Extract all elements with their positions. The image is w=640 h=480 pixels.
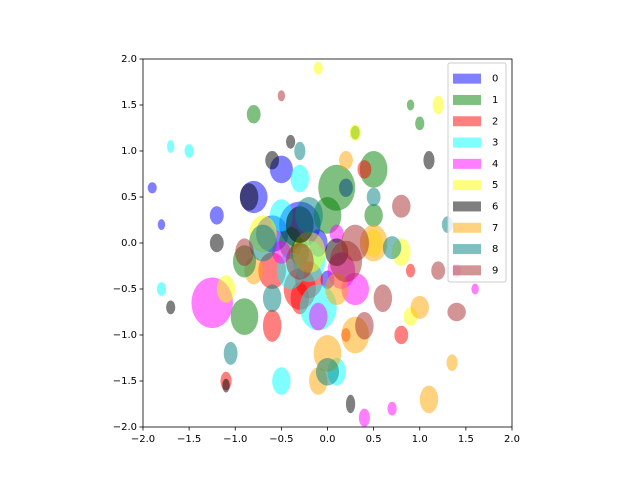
- y-tick-label: 0.5: [121, 192, 137, 203]
- legend-label: 2: [492, 116, 498, 127]
- ellipse: [166, 139, 175, 153]
- legend-swatch: [453, 244, 481, 255]
- legend-swatch: [453, 265, 481, 276]
- ellipse: [382, 236, 402, 260]
- legend-label: 1: [492, 95, 498, 106]
- ellipse: [410, 295, 429, 319]
- y-tick-label: 0.0: [121, 238, 137, 249]
- ellipse: [249, 224, 277, 262]
- y-tick-label: 1.5: [121, 100, 137, 111]
- legend: 0 1 2 3 4 5 6 7 8 9: [447, 62, 507, 283]
- ellipse: [223, 341, 238, 365]
- x-tick-label: −2.0: [131, 434, 155, 445]
- x-tick-label: 1.0: [412, 434, 428, 445]
- ellipse: [272, 240, 291, 264]
- legend-swatch: [453, 73, 481, 84]
- ellipse: [184, 144, 194, 158]
- plot-area: [147, 61, 479, 427]
- ellipse: [313, 61, 323, 75]
- x-tick-label: −1.0: [223, 434, 247, 445]
- ellipse: [329, 224, 344, 243]
- x-tick-label: −1.5: [177, 434, 201, 445]
- ellipse: [355, 312, 374, 340]
- ellipse: [262, 284, 282, 313]
- x-tick-label: 1.5: [458, 434, 474, 445]
- x-tick-label: −0.5: [269, 434, 293, 445]
- ellipse: [157, 219, 166, 231]
- ellipse: [357, 160, 372, 179]
- ellipse: [364, 203, 383, 227]
- ellipse: [216, 275, 236, 303]
- ellipse: [431, 261, 446, 280]
- ellipse: [294, 141, 306, 161]
- ellipse: [415, 116, 425, 131]
- ellipse: [406, 99, 415, 111]
- x-tick-label: 0.5: [366, 434, 382, 445]
- legend-swatch: [453, 180, 481, 191]
- ellipse: [222, 378, 230, 393]
- ellipse: [262, 309, 282, 342]
- legend-label: 4: [492, 159, 498, 170]
- ellipse: [246, 105, 261, 124]
- ellipse: [285, 134, 296, 149]
- ellipse: [156, 282, 167, 296]
- ellipse: [447, 302, 466, 322]
- y-tick-label: −2.0: [113, 422, 137, 433]
- ellipse: [235, 238, 254, 266]
- ellipse: [272, 367, 291, 395]
- ellipse: [277, 90, 286, 102]
- y-tick-label: 1.0: [121, 146, 137, 157]
- ellipse: [359, 151, 388, 188]
- ellipse: [315, 358, 340, 386]
- ellipse: [209, 206, 224, 225]
- ellipse: [209, 233, 224, 253]
- legend-label: 5: [492, 180, 498, 191]
- ellipse: [446, 354, 458, 371]
- ellipse: [339, 151, 353, 170]
- ellipse: [392, 194, 411, 218]
- legend-swatch: [453, 137, 481, 148]
- legend-swatch: [453, 94, 481, 105]
- ellipse: [419, 385, 439, 414]
- legend-swatch: [453, 201, 481, 212]
- y-tick-label: −1.5: [113, 376, 137, 387]
- legend-label: 8: [492, 244, 498, 255]
- ellipse: [295, 197, 323, 234]
- ellipse: [265, 151, 280, 170]
- legend-label: 6: [492, 201, 498, 212]
- ellipse: [358, 408, 370, 427]
- legend-swatch: [453, 222, 481, 233]
- ellipse: [147, 182, 157, 194]
- ellipse: [230, 298, 259, 335]
- ellipse: [387, 401, 397, 416]
- legend-label: 0: [492, 74, 498, 85]
- ellipse: [239, 183, 259, 211]
- legend-label: 9: [492, 265, 498, 276]
- ellipse: [345, 394, 356, 414]
- ellipse: [166, 300, 176, 315]
- ellipse: [405, 263, 416, 278]
- y-tick-label: 2.0: [121, 54, 137, 65]
- ellipse: [309, 302, 328, 331]
- ellipse: [366, 187, 381, 207]
- ellipse: [349, 124, 361, 141]
- legend-label: 7: [492, 223, 498, 234]
- legend-swatch: [453, 158, 481, 169]
- legend-label: 3: [492, 138, 498, 149]
- ellipse: [423, 151, 435, 170]
- ellipse: [471, 283, 479, 295]
- ellipse: [290, 164, 310, 193]
- y-tick-label: −0.5: [113, 284, 137, 295]
- ellipse: [285, 243, 314, 280]
- x-tick-label: 0.0: [320, 434, 336, 445]
- ellipse: [432, 95, 444, 115]
- ellipse: [373, 284, 393, 313]
- x-tick-label: 2.0: [504, 434, 520, 445]
- ellipse: [329, 240, 363, 283]
- ellipse: [394, 325, 409, 345]
- y-tick-label: −1.0: [113, 330, 137, 341]
- legend-swatch: [453, 116, 481, 127]
